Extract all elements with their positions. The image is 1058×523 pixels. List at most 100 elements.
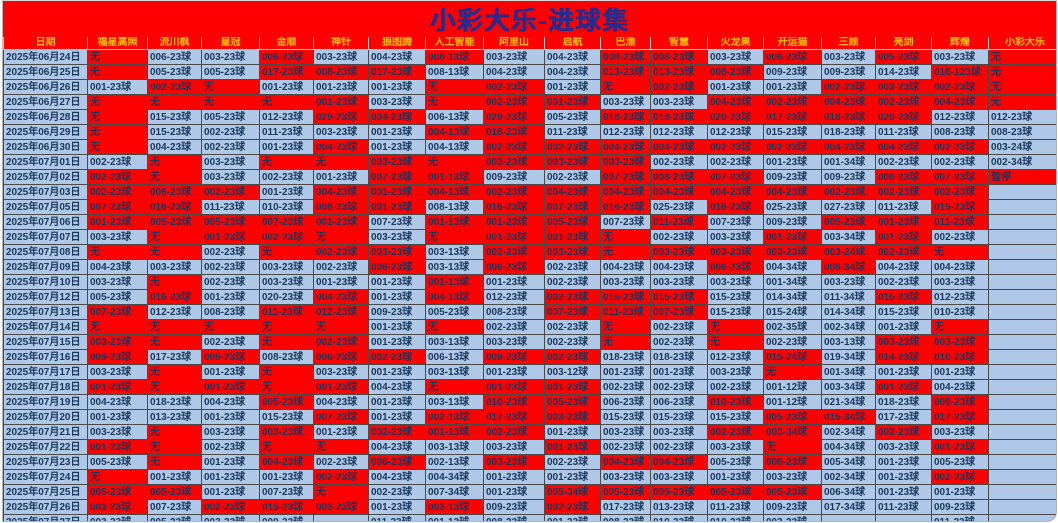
value-cell: 004-13球 — [425, 289, 484, 305]
value-cell: 无 — [147, 154, 202, 170]
value-cell: 005-23球 — [259, 394, 314, 410]
value-cell: 无 — [425, 229, 484, 245]
value-cell: 015-23球 — [707, 409, 764, 425]
value-cell: 004-13球 — [425, 124, 484, 140]
value-cell: 001-23球 — [763, 154, 822, 170]
value-cell: 002-23球 — [763, 94, 822, 110]
value-cell: 无 — [147, 229, 202, 245]
table-row: 2025年07月27日 003-23球 005-23球 003-23球 009-23球 0… — [3, 514, 1056, 521]
value-cell: 003-34球 — [821, 229, 876, 245]
empty-cell — [988, 304, 1056, 320]
value-cell: 无 — [147, 169, 202, 185]
date-cell: 2025年07月17日 — [3, 364, 88, 380]
date-cell: 2025年06月24日 — [3, 49, 88, 65]
value-cell: 011-34球 — [821, 289, 876, 305]
value-cell: 无 — [425, 154, 484, 170]
table-row: 2025年07月12日 005-23球 016-23球 001-23球 020-23球 0… — [3, 289, 1056, 305]
value-cell: 001-23球 — [368, 319, 426, 335]
value-cell: 002-23球 — [544, 289, 601, 305]
value-cell: 003-23球 — [313, 364, 369, 380]
value-cell: 无 — [147, 94, 202, 110]
value-cell: 004-23球 — [650, 184, 708, 200]
value-cell: 007-23球 — [368, 214, 426, 230]
value-cell: 001-23球 — [368, 199, 426, 215]
value-cell: 007-23球 — [600, 169, 651, 185]
value-cell: 002-23球 — [544, 454, 601, 470]
value-cell: 001-23球 — [368, 394, 426, 410]
value-cell: 007-23球 — [707, 169, 764, 185]
value-cell: 002-23球 — [600, 439, 651, 455]
empty-cell — [988, 394, 1056, 410]
value-cell: 015-23球 — [707, 289, 764, 305]
value-cell: 001-23球 — [313, 94, 369, 110]
value-cell: 001-13球 — [425, 514, 484, 521]
column-header: 亮剑 — [875, 37, 932, 50]
value-cell: 002-23球 — [821, 184, 876, 200]
value-cell: 002-23球 — [201, 244, 260, 260]
date-cell: 2025年07月02日 — [3, 169, 88, 185]
value-cell: 005-23球 — [87, 289, 148, 305]
value-cell: 004-23球 — [87, 259, 148, 275]
value-cell: 003-23球 — [931, 49, 989, 65]
value-cell: 016-123球 — [931, 64, 989, 80]
value-cell: 003-23球 — [544, 154, 601, 170]
column-header: 开运猫 — [763, 37, 822, 50]
value-cell: 004-23球 — [368, 439, 426, 455]
value-cell: 011-23球 — [931, 514, 989, 521]
value-cell: 015-23球 — [931, 199, 989, 215]
value-cell: 008-13球 — [425, 199, 484, 215]
value-cell: 001-23球 — [313, 79, 369, 95]
value-cell: 003-23球 — [763, 514, 822, 521]
value-cell: 001-23球 — [368, 184, 426, 200]
date-cell: 2025年07月20日 — [3, 409, 88, 425]
empty-cell — [988, 319, 1056, 335]
value-cell: 004-23球 — [707, 184, 764, 200]
column-header: 火龙果 — [707, 37, 764, 50]
table-row: 2025年07月10日 003-23球无 002-23球 003-23球 001-23球… — [3, 274, 1056, 290]
value-cell: 002-23球 — [931, 154, 989, 170]
date-cell: 2025年07月01日 — [3, 154, 88, 170]
value-cell: 002-23球 — [201, 139, 260, 155]
value-cell: 003-23球 — [650, 424, 708, 440]
value-cell: 006-23球 — [650, 394, 708, 410]
value-cell: 无 — [87, 319, 148, 335]
value-cell: 012-23球 — [988, 109, 1056, 125]
value-cell: 003-23球 — [544, 409, 601, 425]
value-cell: 001-23球 — [875, 319, 932, 335]
value-cell: 无 — [313, 484, 369, 500]
value-cell: 001-23球 — [875, 469, 932, 485]
table-row: 2025年06月25日无 005-23球 005-23球 017-23球 008-23球… — [3, 64, 1056, 80]
value-cell: 015-23球 — [600, 289, 651, 305]
empty-cell — [988, 244, 1056, 260]
value-cell: 013-23球 — [650, 499, 708, 515]
empty-cell — [988, 274, 1056, 290]
value-cell: 003-23球 — [87, 229, 148, 245]
value-cell: 004-23球 — [147, 139, 202, 155]
value-cell: 003-23球 — [931, 274, 989, 290]
value-cell: 002-23球 — [650, 379, 708, 395]
value-cell: 无 — [425, 94, 484, 110]
value-cell: 无 — [201, 79, 260, 95]
value-cell: 无 — [259, 439, 314, 455]
value-cell: 003-23球 — [707, 244, 764, 260]
value-cell: 005-23球 — [147, 484, 202, 500]
value-cell: 无 — [259, 154, 314, 170]
value-cell: 020-23球 — [875, 109, 932, 125]
value-cell: 025-23球 — [650, 199, 708, 215]
value-cell: 005-23球 — [544, 109, 601, 125]
value-cell: 014-34球 — [821, 304, 876, 320]
value-cell: 无 — [988, 64, 1056, 80]
value-cell: 002-23球 — [931, 79, 989, 95]
value-cell: 001-23球 — [313, 169, 369, 185]
value-cell: 003-23球 — [650, 469, 708, 485]
value-cell: 无 — [313, 439, 369, 455]
table-row: 2025年07月23日 005-23球无 001-23球 004-23球 002-23球… — [3, 454, 1056, 470]
value-cell: 001-23球 — [201, 289, 260, 305]
value-cell: 001-23球 — [763, 229, 822, 245]
value-cell: 003-13球 — [425, 334, 484, 350]
value-cell: 012-23球 — [483, 289, 545, 305]
value-cell: 004-23球 — [650, 259, 708, 275]
value-cell: 015-23球 — [147, 124, 202, 140]
value-cell: 003-23球 — [201, 49, 260, 65]
value-cell: 001-23球 — [368, 334, 426, 350]
